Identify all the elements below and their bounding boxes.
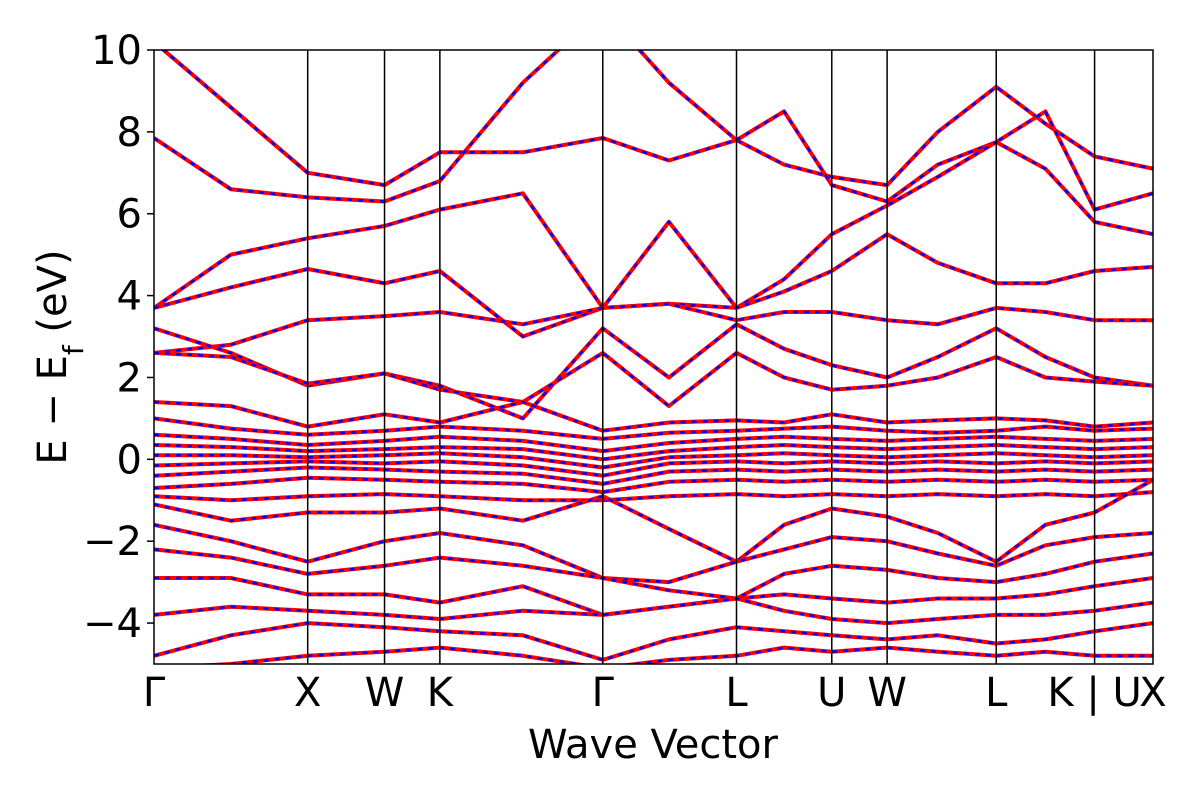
band-1-dashed <box>161 50 1153 187</box>
x-tick-label: L <box>725 670 748 716</box>
band-20-dashed <box>154 548 1153 600</box>
y-axis-label: E − Ef (eV) <box>30 249 90 464</box>
y-tick-label: 8 <box>117 110 142 156</box>
band-8-solid <box>154 350 1153 409</box>
y-axis-label-suffix: (eV) <box>30 249 76 345</box>
kpoint-lines <box>306 50 1096 664</box>
plot-frame <box>153 49 1154 665</box>
band-22-solid <box>154 596 1153 626</box>
band-24-solid <box>193 645 1153 664</box>
x-tick-label: W <box>365 670 405 716</box>
x-tick-label: X <box>1139 670 1166 716</box>
x-tick-label: Γ <box>143 670 166 716</box>
x-tick-label: U <box>817 670 846 716</box>
band-16-solid <box>154 475 1153 495</box>
y-tick-label: 10 <box>91 28 142 74</box>
band-21-dashed <box>154 576 1153 617</box>
y-tick-label: 0 <box>117 437 142 483</box>
band-7-dashed <box>154 322 1153 420</box>
bands-layer <box>154 50 1153 664</box>
x-tick-label: K <box>427 670 455 716</box>
y-tick-label: 2 <box>117 355 142 401</box>
y-tick-label: 6 <box>117 192 142 238</box>
x-tick-label: Γ <box>592 670 615 716</box>
y-tick-label: −2 <box>83 519 142 565</box>
y-axis-label-subscript: f <box>57 344 90 355</box>
band-19-dashed <box>154 523 1153 584</box>
band-6-solid <box>154 301 1153 355</box>
x-axis-label: Wave Vector <box>528 722 779 768</box>
y-axis-ticks: 10 8 6 4 2 0 −2 −4 <box>83 28 154 647</box>
y-tick-label: −4 <box>83 601 142 647</box>
x-tick-label: K | U <box>1047 670 1141 716</box>
band-2-solid <box>154 50 562 204</box>
band-18-solid <box>154 478 1153 564</box>
band-3-dashed <box>637 50 1153 212</box>
band-6-dashed <box>154 302 1153 355</box>
band-7-solid <box>154 322 1153 421</box>
band-2-dashed <box>154 50 561 203</box>
x-tick-label: W <box>867 670 907 716</box>
y-axis-label-prefix: E − E <box>30 355 76 465</box>
band-3-solid <box>636 50 1153 212</box>
band-9-solid <box>154 400 1153 433</box>
x-tick-label: L <box>985 670 1008 716</box>
x-tick-label: X <box>294 670 321 716</box>
y-tick-label: 4 <box>117 274 142 320</box>
